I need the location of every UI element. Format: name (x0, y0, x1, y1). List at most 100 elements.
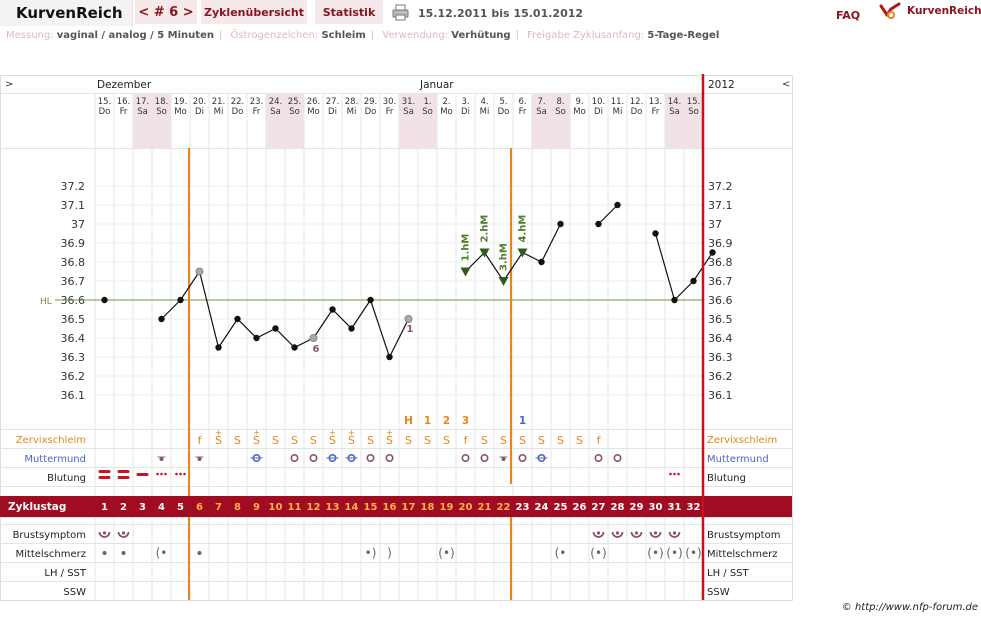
zervix-mark: S (424, 434, 431, 447)
weekday-label: So (688, 107, 699, 117)
peak-label: 1 (519, 415, 526, 427)
zyklustag-number: 6 (196, 502, 203, 513)
y-tick-label: 36.8 (708, 256, 733, 269)
y-tick-label: 36.2 (708, 370, 733, 383)
date-label: 31. (402, 97, 416, 107)
hm-label: 1.hM (461, 234, 472, 262)
temp-point (215, 344, 222, 351)
date-label: 6. (518, 97, 526, 107)
zyklustag-number: 15 (364, 502, 378, 513)
weekend-shade (133, 94, 152, 148)
row-label: LH / SST (44, 568, 87, 579)
temp-point-excluded (309, 334, 318, 342)
weekday-label: So (156, 107, 167, 117)
brand-box[interactable]: KurvenReich (0, 0, 133, 26)
zervix-mark: S (557, 434, 564, 447)
date-label: 18. (155, 97, 169, 107)
weekday-label: Sa (669, 107, 680, 117)
logo-text[interactable]: KurvenReich (907, 5, 981, 17)
muttermund-mark (480, 453, 489, 462)
zyklustag-number: 2 (120, 502, 127, 513)
brand-title[interactable]: KurvenReich (16, 4, 123, 22)
y-tick-label: 36.5 (708, 313, 733, 326)
zyklustag-number: 22 (497, 502, 511, 513)
mittel-mark (197, 551, 202, 555)
date-label: 15. (687, 97, 701, 107)
muttermund-mark (594, 453, 603, 462)
brust-mark (592, 531, 605, 538)
temp-point (101, 296, 108, 304)
blutung-mark (164, 472, 167, 476)
mittel-mark: (• (156, 546, 168, 560)
temp-point (329, 306, 336, 313)
zervix-plus: + (386, 428, 393, 437)
date-label: 14. (668, 97, 682, 107)
brust-mark (102, 531, 107, 535)
zervix-mark: S (367, 434, 374, 447)
zyklustag-number: 4 (158, 502, 165, 513)
faq-link[interactable]: FAQ (836, 9, 861, 22)
month-label: Dezember (97, 79, 152, 91)
blutung-mark (117, 476, 130, 479)
zervix-mark: f (464, 434, 469, 447)
zervix-mark: S (481, 434, 488, 447)
cycle-nav[interactable]: < # 6 > (135, 0, 197, 24)
date-label: 2. (442, 97, 450, 107)
zyklustag-label: Zyklustag (8, 501, 66, 513)
brust-mark (98, 531, 111, 538)
muttermund-mark (366, 453, 375, 462)
row-label: Zervixschleim (707, 435, 777, 446)
date-label: 4. (480, 97, 488, 107)
muttermund-mark (197, 457, 202, 461)
muttermund-mark (385, 453, 394, 462)
blutung-mark (98, 476, 111, 479)
date-label: 15. (98, 97, 112, 107)
brust-mark (611, 531, 624, 538)
zervix-mark: S (443, 434, 450, 447)
zervix-mark: S (519, 434, 526, 447)
zyklustag-number: 12 (307, 502, 321, 513)
temp-curve (161, 270, 410, 359)
printer-icon[interactable] (392, 4, 409, 21)
tab-zyklenuebersicht[interactable]: Zyklenübersicht (201, 0, 307, 24)
zyklustag-number: 1 (101, 502, 108, 513)
peak-label: 2 (443, 415, 450, 427)
peak-label: 3 (462, 415, 469, 427)
temp-point (386, 353, 393, 361)
temp-point (272, 325, 279, 332)
zervix-mark: f (198, 434, 203, 447)
weekday-label: Di (594, 107, 603, 117)
zervix-mark: S (234, 434, 241, 447)
nav-left-arrow[interactable]: > (5, 79, 13, 90)
hm-marker (479, 248, 490, 258)
zyklustag-number: 20 (459, 502, 473, 513)
weekday-label: Do (365, 107, 377, 117)
mittel-mark: ) (387, 546, 392, 560)
temp-point (348, 325, 355, 332)
weekday-label: Sa (137, 107, 148, 117)
temp-point-excluded (404, 315, 413, 323)
zyklustag-number: 19 (440, 502, 454, 513)
temp-point-excluded (195, 267, 204, 276)
weekend-shade (399, 94, 418, 148)
weekday-label: Fr (253, 107, 261, 117)
date-label: 28. (345, 97, 359, 107)
logo-icon[interactable] (879, 2, 901, 20)
zyklustag-number: 5 (177, 502, 184, 513)
meta-value: vaginal / analog / 5 Minuten (56, 30, 214, 41)
muttermund-mark (461, 453, 470, 462)
row-label: Mittelschmerz (16, 549, 86, 560)
blutung-mark (669, 472, 672, 476)
weekday-label: Mi (480, 107, 490, 117)
zyklustag-number: 16 (383, 502, 397, 513)
y-tick-label: 37.1 (708, 199, 733, 212)
y-tick-label: 36.7 (708, 275, 733, 288)
tab-statistik[interactable]: Statistik (315, 0, 383, 24)
nav-right-arrow[interactable]: < (782, 79, 790, 90)
muttermund-mark (309, 453, 318, 462)
weekday-label: Sa (536, 107, 547, 117)
meta-line: Messung: vaginal / analog / 5 Minuten | Ö… (6, 30, 720, 41)
temp-point (690, 277, 697, 285)
muttermund-mark (290, 453, 299, 462)
weekday-label: So (289, 107, 300, 117)
